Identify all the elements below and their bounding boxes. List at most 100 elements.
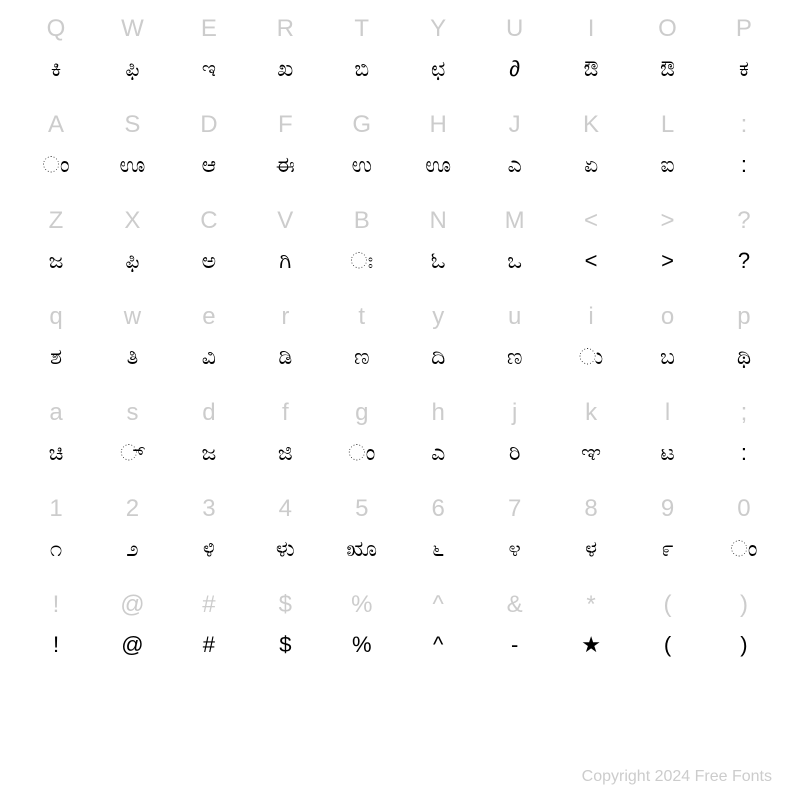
key-label: g [355, 392, 368, 434]
chart-cell: 1೧ [20, 488, 92, 584]
key-label: s [126, 392, 138, 434]
chart-cell: !! [20, 584, 92, 680]
chart-cell: ?? [708, 200, 780, 296]
chart-cell: 7೪ [479, 488, 551, 584]
chart-cell: Xಫಿ [96, 200, 168, 296]
key-label: k [585, 392, 597, 434]
key-label: P [736, 8, 752, 50]
key-label: ! [53, 584, 60, 626]
glyph-label: ಟ [660, 432, 674, 474]
key-label: J [509, 104, 521, 146]
key-label: e [202, 296, 215, 338]
chart-cell: fಜಿ [249, 392, 321, 488]
chart-cell: Eಇ [173, 8, 245, 104]
glyph-label: ಫಿ [125, 48, 139, 90]
glyph-label: ಅ [202, 240, 217, 282]
key-label: W [121, 8, 144, 50]
chart-cell: tಣ [326, 296, 398, 392]
glyph-label: ಂ [42, 144, 69, 186]
key-label: 6 [432, 488, 445, 530]
glyph-label: ಏ [584, 144, 598, 186]
chart-row: AಂSಊDಆFಈGಉHಊJಎKಏLಐ:: [20, 104, 780, 200]
key-label: A [48, 104, 64, 146]
key-label: q [49, 296, 62, 338]
key-label: L [661, 104, 674, 146]
key-label: o [661, 296, 674, 338]
key-label: ) [740, 584, 748, 626]
key-label: C [200, 200, 217, 242]
chart-cell: Vಗಿ [249, 200, 321, 296]
chart-cell: Nಓ [402, 200, 474, 296]
chart-row: !!@@##$$%%^^&-*★(()) [20, 584, 780, 680]
key-label: Y [430, 8, 446, 50]
chart-cell: kಞ [555, 392, 627, 488]
glyph-label: ು [579, 336, 603, 378]
key-label: 7 [508, 488, 521, 530]
glyph-label: ತಿ [127, 336, 139, 378]
glyph-label: @ [121, 624, 143, 666]
key-label: a [49, 392, 62, 434]
chart-cell: Tಬಿ [326, 8, 398, 104]
glyph-label: ಎ [508, 144, 522, 186]
glyph-label: ಜ [49, 240, 64, 282]
glyph-label: ಇ [202, 48, 216, 90]
chart-cell: Dಆ [173, 104, 245, 200]
key-label: $ [279, 584, 292, 626]
chart-row: qಶwತಿeವಿrಡಿtಣyದಿuಣiುoಬpಥಿ [20, 296, 780, 392]
key-label: w [124, 296, 141, 338]
key-label: 8 [584, 488, 597, 530]
chart-cell: 9೯ [632, 488, 704, 584]
glyph-label: ಣ [354, 336, 370, 378]
glyph-label: ಣ [507, 336, 523, 378]
key-label: D [200, 104, 217, 146]
key-label: d [202, 392, 215, 434]
key-label: > [660, 200, 674, 242]
chart-cell: ;: [708, 392, 780, 488]
key-label: 0 [737, 488, 750, 530]
chart-cell: 2೨ [96, 488, 168, 584]
glyph-label: ಃ [350, 240, 373, 282]
glyph-label: ಬಿ [354, 48, 369, 90]
chart-cell: uಣ [479, 296, 551, 392]
key-label: & [507, 584, 523, 626]
key-label: f [282, 392, 289, 434]
glyph-label: ೠ [346, 528, 377, 570]
glyph-label: ೪ [508, 528, 520, 570]
key-label: Q [47, 8, 66, 50]
glyph-label: ? [738, 240, 750, 282]
chart-cell: Cಅ [173, 200, 245, 296]
key-label: X [124, 200, 140, 242]
chart-cell: Fಈ [249, 104, 321, 200]
chart-cell: Aಂ [20, 104, 92, 200]
key-label: 5 [355, 488, 368, 530]
key-label: h [432, 392, 445, 434]
key-label: 2 [126, 488, 139, 530]
glyph-label: ( [664, 624, 671, 666]
chart-cell: 8ಳ [555, 488, 627, 584]
chart-cell: ## [173, 584, 245, 680]
key-label: 9 [661, 488, 674, 530]
glyph-label: ^ [433, 624, 443, 666]
chart-row: 1೧2೨3ಳಿ4ಳು5ೠ6೬7೪8ಳ9೯0ಂ [20, 488, 780, 584]
chart-cell: @@ [96, 584, 168, 680]
key-label: F [278, 104, 293, 146]
chart-cell: Mಒ [479, 200, 551, 296]
key-label: ^ [433, 584, 444, 626]
key-label: 1 [49, 488, 62, 530]
glyph-label: ಎ [431, 432, 445, 474]
glyph-label: : [741, 432, 747, 474]
chart-cell: qಶ [20, 296, 92, 392]
glyph-label: ಆ [202, 144, 217, 186]
glyph-label: ಞ [581, 432, 601, 474]
chart-cell: &- [479, 584, 551, 680]
key-label: H [430, 104, 447, 146]
glyph-label: ಶ [50, 336, 62, 378]
chart-cell: (( [632, 584, 704, 680]
chart-cell: )) [708, 584, 780, 680]
key-label: R [277, 8, 294, 50]
chart-row: aಚಿs್dಜfಜಿgಂhಎjರಿkಞlಟ;: [20, 392, 780, 488]
glyph-label: ಥಿ [737, 336, 751, 378]
chart-cell: 4ಳು [249, 488, 321, 584]
glyph-label: ರಿ [509, 432, 521, 474]
glyph-label: ಳಿ [203, 528, 215, 570]
